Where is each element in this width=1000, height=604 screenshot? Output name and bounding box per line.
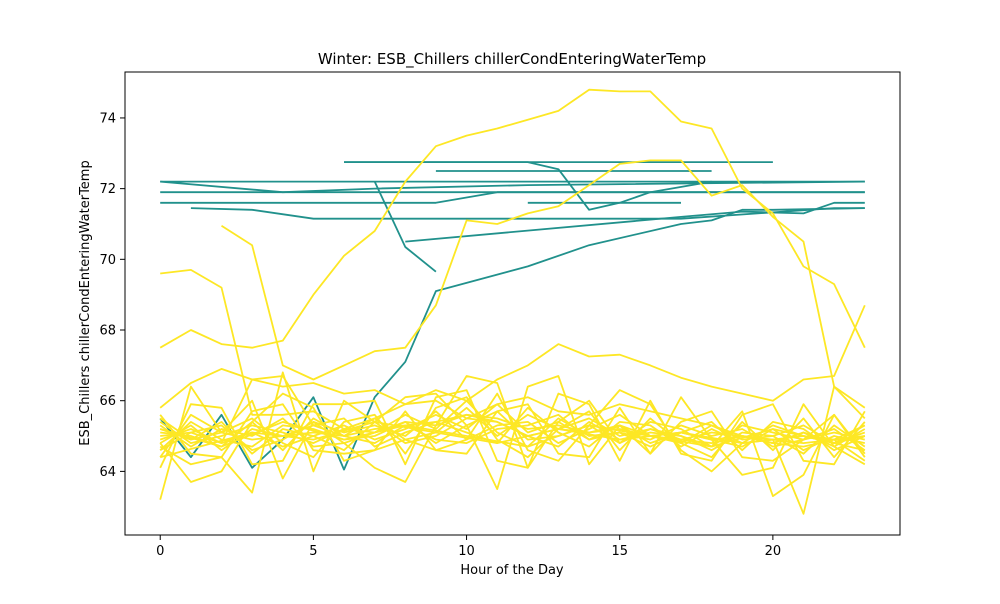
series-line-31 bbox=[160, 268, 866, 445]
plot-area bbox=[124, 71, 901, 536]
chart-title: Winter: ESB_Chillers chillerCondEntering… bbox=[318, 50, 706, 69]
y-axis: 64 66 68 70 72 74 bbox=[99, 111, 125, 480]
x-tick-label: 5 bbox=[309, 544, 317, 559]
series-line-14 bbox=[159, 403, 866, 452]
y-tick-label: 74 bbox=[99, 111, 116, 126]
series-line-24 bbox=[159, 389, 866, 469]
series-line-4 bbox=[160, 180, 865, 194]
series-line-34 bbox=[159, 304, 866, 451]
x-tick-label: 0 bbox=[156, 544, 164, 559]
plot-frame bbox=[124, 71, 901, 536]
series-line-26 bbox=[159, 371, 866, 494]
x-tick-label: 15 bbox=[611, 544, 628, 559]
series-line-27 bbox=[159, 375, 866, 500]
series-line-33 bbox=[221, 159, 866, 409]
x-axis-label: Hour of the Day bbox=[460, 563, 564, 578]
series-line-23 bbox=[159, 403, 866, 462]
series-line-30 bbox=[159, 420, 866, 448]
x-tick-label: 10 bbox=[458, 544, 475, 559]
x-axis: 0 5 10 15 20 bbox=[156, 535, 781, 559]
series-line-10 bbox=[373, 181, 437, 273]
series-line-3 bbox=[160, 191, 865, 204]
series-line-28 bbox=[159, 385, 866, 515]
series-line-12 bbox=[159, 207, 865, 471]
y-tick-label: 66 bbox=[99, 394, 116, 409]
y-tick-label: 72 bbox=[99, 182, 116, 197]
y-tick-label: 64 bbox=[99, 465, 116, 480]
y-tick-label: 68 bbox=[99, 324, 116, 339]
y-axis-label: ESB_Chillers chillerCondEnteringWaterTem… bbox=[78, 160, 93, 445]
series-layer bbox=[159, 88, 866, 515]
y-tick-label: 70 bbox=[99, 253, 116, 268]
x-tick-label: 20 bbox=[765, 544, 782, 559]
